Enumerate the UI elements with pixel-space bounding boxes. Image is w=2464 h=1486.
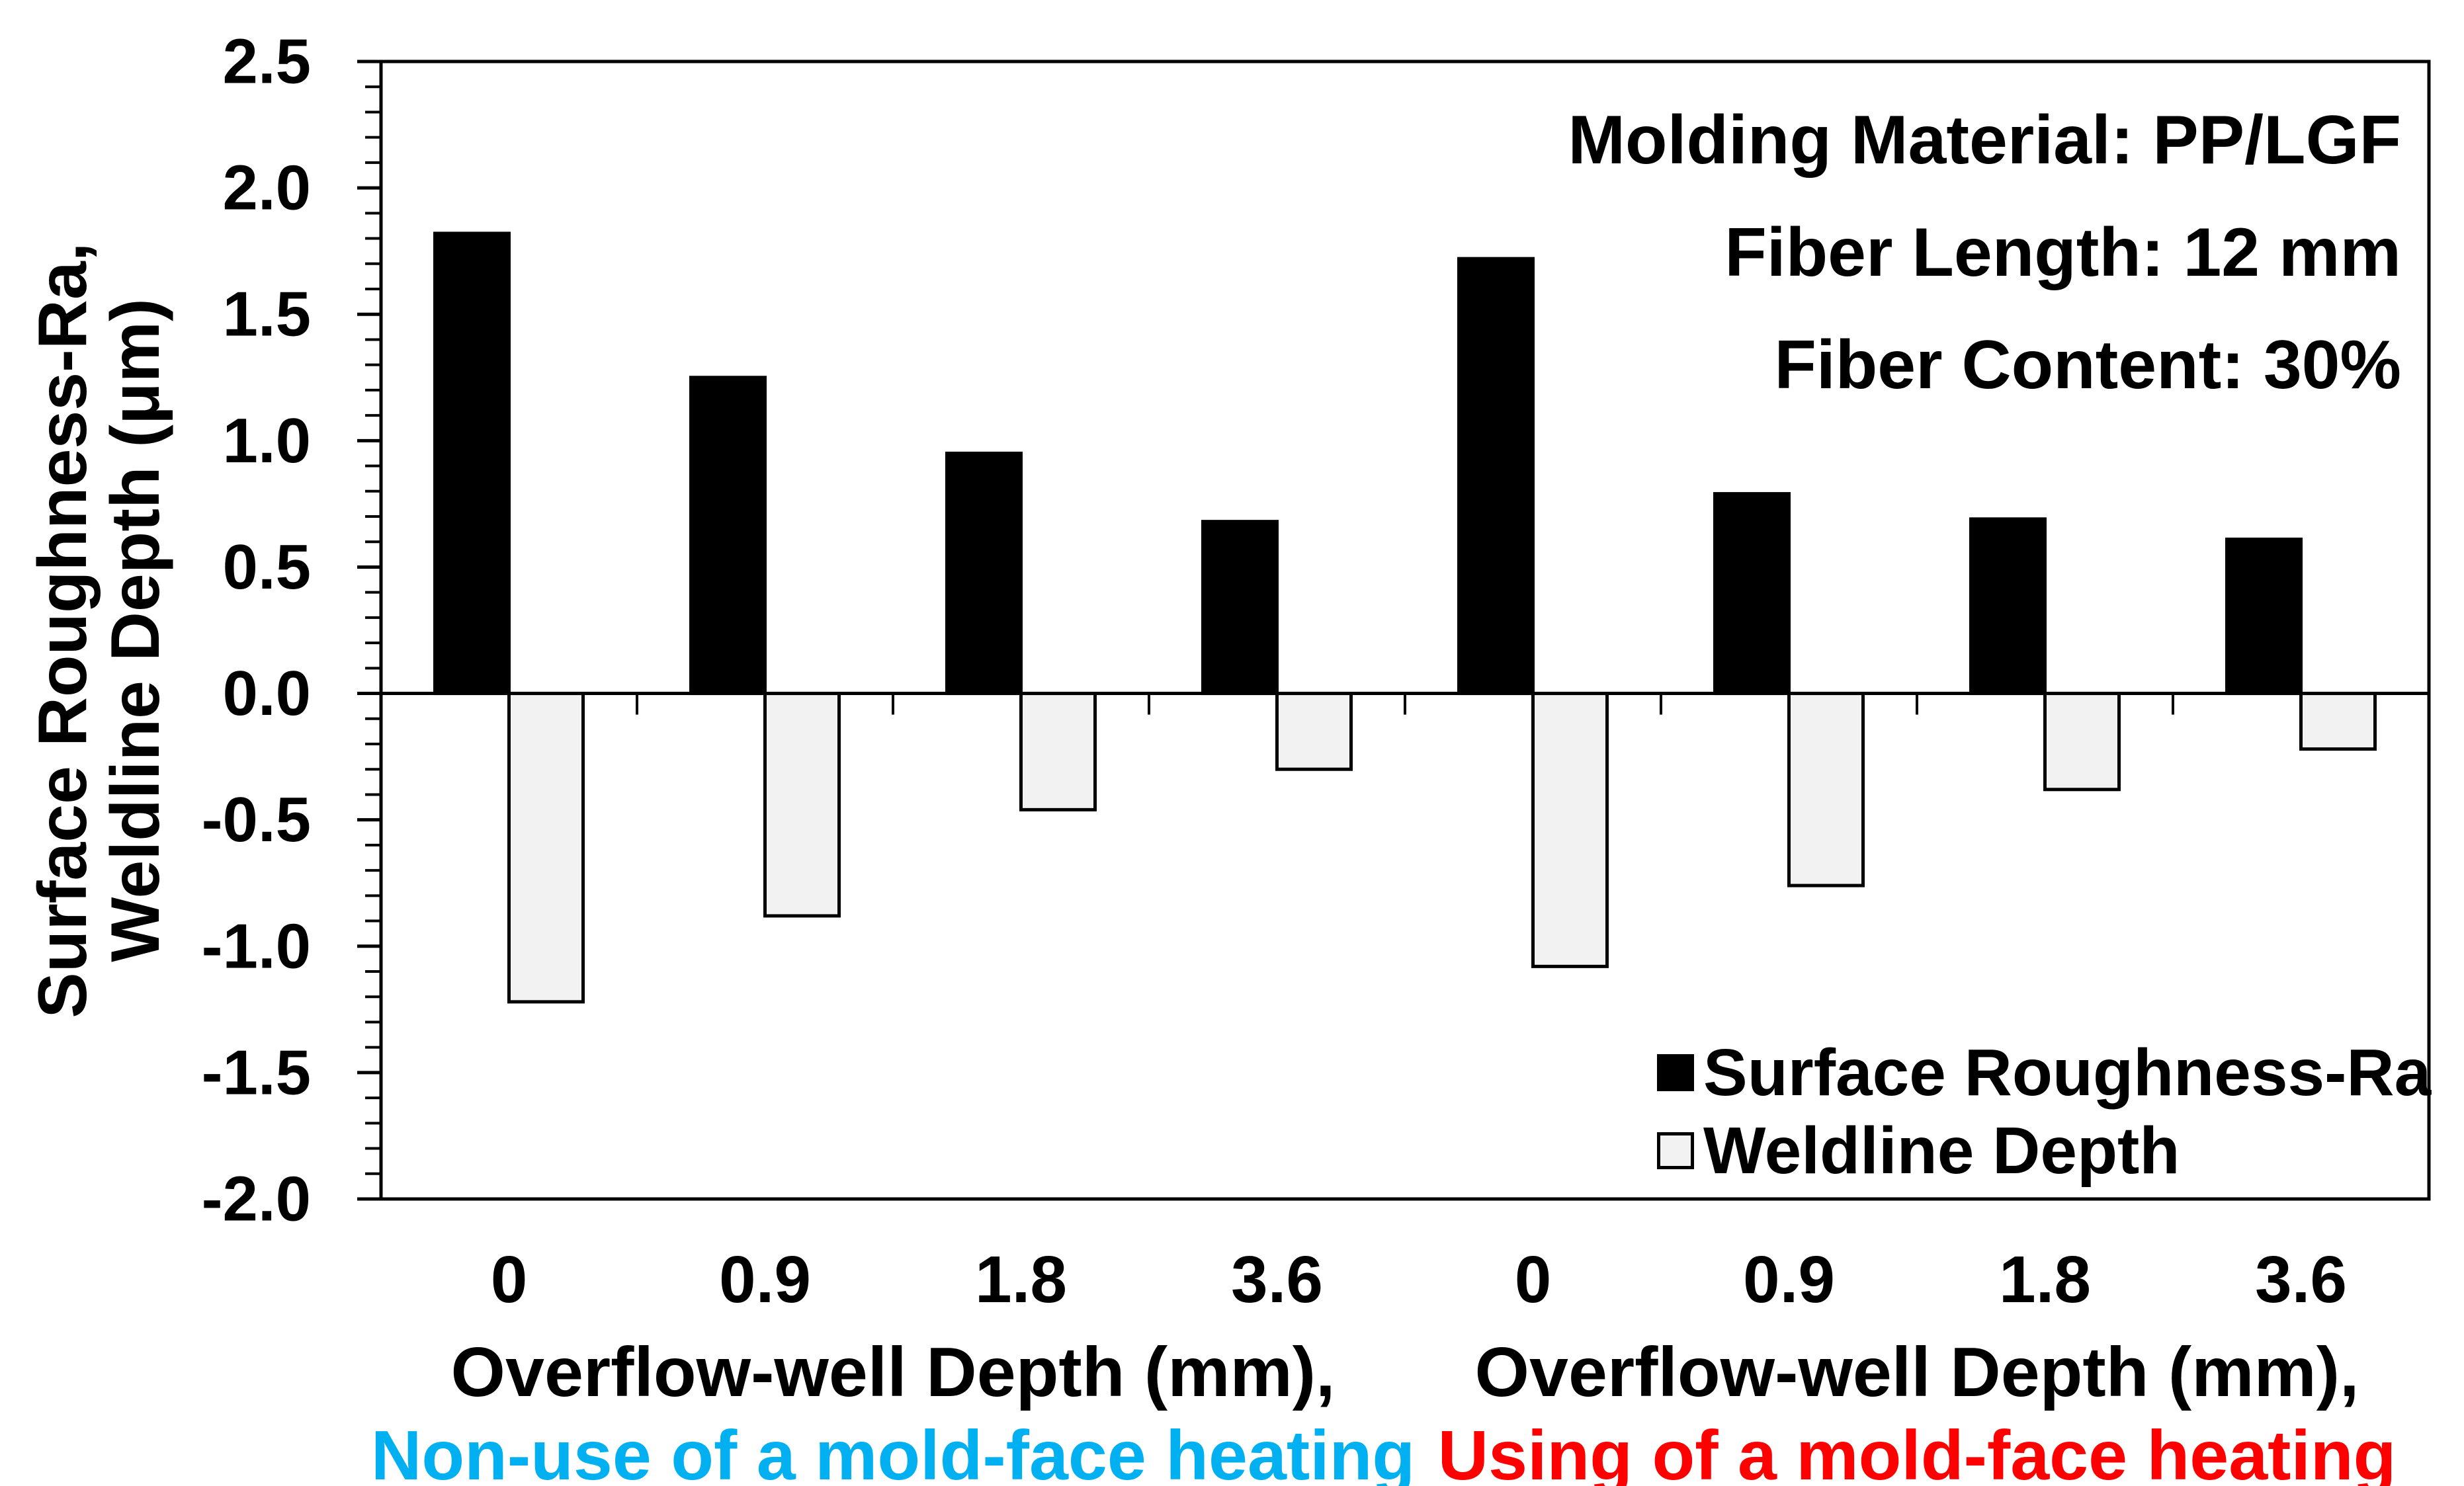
- x-tick-label: 1.8: [1999, 1243, 2091, 1317]
- x-tick-label: 0.9: [1743, 1243, 1835, 1317]
- y-tick-label: -2.0: [202, 1164, 311, 1235]
- bar-surface-roughness-3: [945, 451, 1023, 696]
- legend-label-weldline-depth: Weldline Depth: [1703, 1114, 2180, 1188]
- annotation-fiber-length: Fiber Length: 12 mm: [1724, 214, 2401, 291]
- annotation-fiber-content: Fiber Content: 30%: [1774, 327, 2401, 403]
- bar-weldline-depth-7: [2043, 692, 2121, 792]
- bar-surface-roughness-6: [1713, 492, 1791, 696]
- x-tick-label: 3.6: [2255, 1243, 2347, 1317]
- x-tick-label: 3.6: [1231, 1243, 1323, 1317]
- y-tick-label: -1.5: [202, 1037, 311, 1108]
- bar-surface-roughness-7: [1969, 517, 2047, 696]
- x-axis-group2-labels: Overflow-well Depth (mm), Using of a mol…: [1322, 1337, 2464, 1486]
- bar-surface-roughness-4: [1201, 520, 1279, 696]
- legend-item-surface-roughness: Surface Roughness-Ra: [1657, 1040, 2431, 1106]
- x-tick-label: 1.8: [975, 1243, 1067, 1317]
- legend-item-weldline-depth: Weldline Depth: [1657, 1118, 2431, 1184]
- annotation-block: Molding Material: PP/LGF Fiber Length: 1…: [1568, 84, 2401, 421]
- bar-weldline-depth-8: [2299, 692, 2377, 751]
- y-tick-label: -0.5: [202, 784, 311, 855]
- legend-swatch-open-square: [1657, 1132, 1694, 1169]
- y-axis-title-line1: Surface Roughness-Ra,: [24, 242, 101, 1018]
- bar-surface-roughness-8: [2225, 537, 2303, 696]
- bar-weldline-depth-1: [507, 692, 585, 1004]
- y-tick-label: 2.0: [223, 153, 311, 224]
- bar-weldline-depth-5: [1531, 692, 1609, 968]
- annotation-molding-material: Molding Material: PP/LGF: [1568, 102, 2401, 179]
- y-tick-label: -1.0: [202, 911, 311, 981]
- bar-weldline-depth-2: [763, 692, 841, 918]
- x-axis-subtitle-group1: Non-use of a mold-face heating: [370, 1417, 1416, 1486]
- bar-weldline-depth-4: [1275, 692, 1353, 771]
- plot-border: [379, 60, 2431, 1201]
- bar-weldline-depth-3: [1019, 692, 1097, 811]
- legend: Surface Roughness-Ra Weldline Depth: [1657, 1040, 2431, 1184]
- bar-weldline-depth-6: [1787, 692, 1865, 887]
- y-tick-label: 1.5: [223, 279, 311, 350]
- x-axis-title-group2: Overflow-well Depth (mm),: [1474, 1333, 2359, 1411]
- x-axis-title-group1: Overflow-well Depth (mm),: [450, 1333, 1336, 1411]
- y-tick-label: 1.0: [223, 405, 311, 476]
- y-tick-label: 0.0: [223, 658, 311, 729]
- bar-surface-roughness-2: [689, 376, 767, 696]
- y-axis-title-line2: Weldline Depth (μm): [97, 298, 174, 962]
- x-tick-label: 0.9: [719, 1243, 811, 1317]
- bar-surface-roughness-1: [433, 231, 511, 696]
- x-axis-subtitle-group2: Using of a mold-face heating: [1437, 1417, 2397, 1486]
- legend-label-surface-roughness: Surface Roughness-Ra: [1703, 1036, 2432, 1110]
- y-tick-label: 2.5: [223, 26, 311, 97]
- y-tick-label: 0.5: [223, 532, 311, 602]
- x-tick-label: 0: [491, 1243, 528, 1317]
- legend-swatch-filled-square: [1657, 1054, 1694, 1091]
- x-axis-group1-labels: Overflow-well Depth (mm), Non-use of a m…: [298, 1337, 1488, 1486]
- bar-surface-roughness-5: [1457, 257, 1535, 696]
- y-axis-title: Surface Roughness-Ra, Weldline Depth (μm…: [24, 62, 174, 1199]
- x-tick-label: 0: [1515, 1243, 1552, 1317]
